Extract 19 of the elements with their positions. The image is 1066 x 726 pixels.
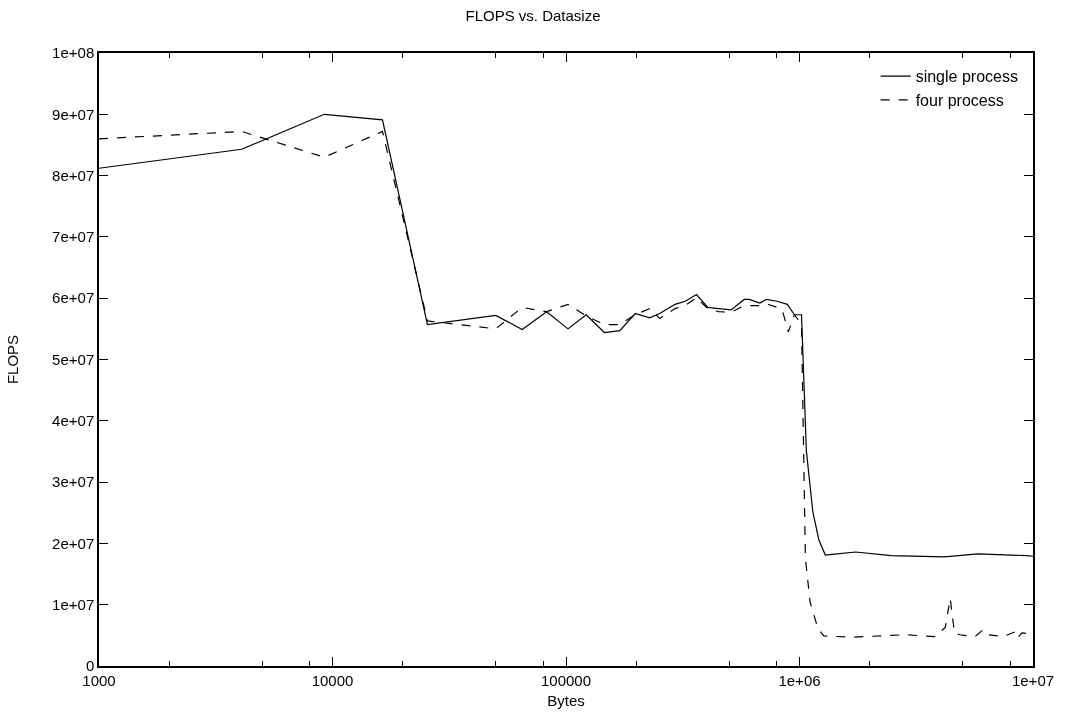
x-tick-label: 10000 [311, 671, 354, 689]
y-tick-label: 6e+07 [52, 289, 95, 307]
y-axis-title: FLOPS [3, 334, 21, 385]
y-tick-label: 1e+07 [52, 595, 95, 613]
y-tick-label: 8e+07 [52, 166, 95, 184]
x-tick-label: 1e+06 [778, 671, 821, 689]
chart-title: FLOPS vs. Datasize [465, 7, 601, 25]
y-tick-label: 1e+08 [52, 44, 95, 62]
y-tick-label: 2e+07 [52, 534, 95, 552]
legend-label: single process [915, 68, 1018, 86]
x-tick-label: 100000 [540, 671, 592, 689]
legend-label: four process [915, 92, 1004, 110]
y-tick-label: 3e+07 [52, 473, 95, 491]
y-tick-label: 7e+07 [52, 228, 95, 246]
x-axis-title: Bytes [547, 692, 585, 710]
y-tick-label: 4e+07 [52, 412, 95, 430]
y-tick-label: 9e+07 [52, 105, 95, 123]
y-tick-label: 5e+07 [52, 350, 95, 368]
x-tick-label: 1e+07 [1011, 671, 1055, 689]
